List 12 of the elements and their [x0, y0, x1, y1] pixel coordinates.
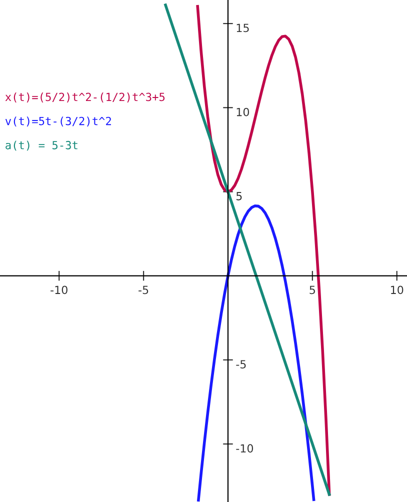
- x-tick-label: -10: [50, 286, 68, 294]
- y-tick-label: 5: [236, 192, 242, 200]
- y-tick-label: -5: [236, 360, 246, 368]
- text: x(t)=(5/2)t^2-(1/2)t^3+5: [5, 92, 165, 102]
- y-tick-label: -10: [236, 444, 254, 453]
- text: v(t)=5t-(3/2)t^2: [5, 116, 111, 127]
- text: a(t) = 5-3t: [6, 140, 78, 151]
- x-tick-label: -5: [138, 286, 148, 294]
- y-tick-label: 10: [236, 108, 250, 116]
- y-tick-label: 15: [236, 24, 249, 32]
- x-tick-label: 10: [391, 286, 404, 294]
- x-tick-label: 5: [310, 286, 315, 294]
